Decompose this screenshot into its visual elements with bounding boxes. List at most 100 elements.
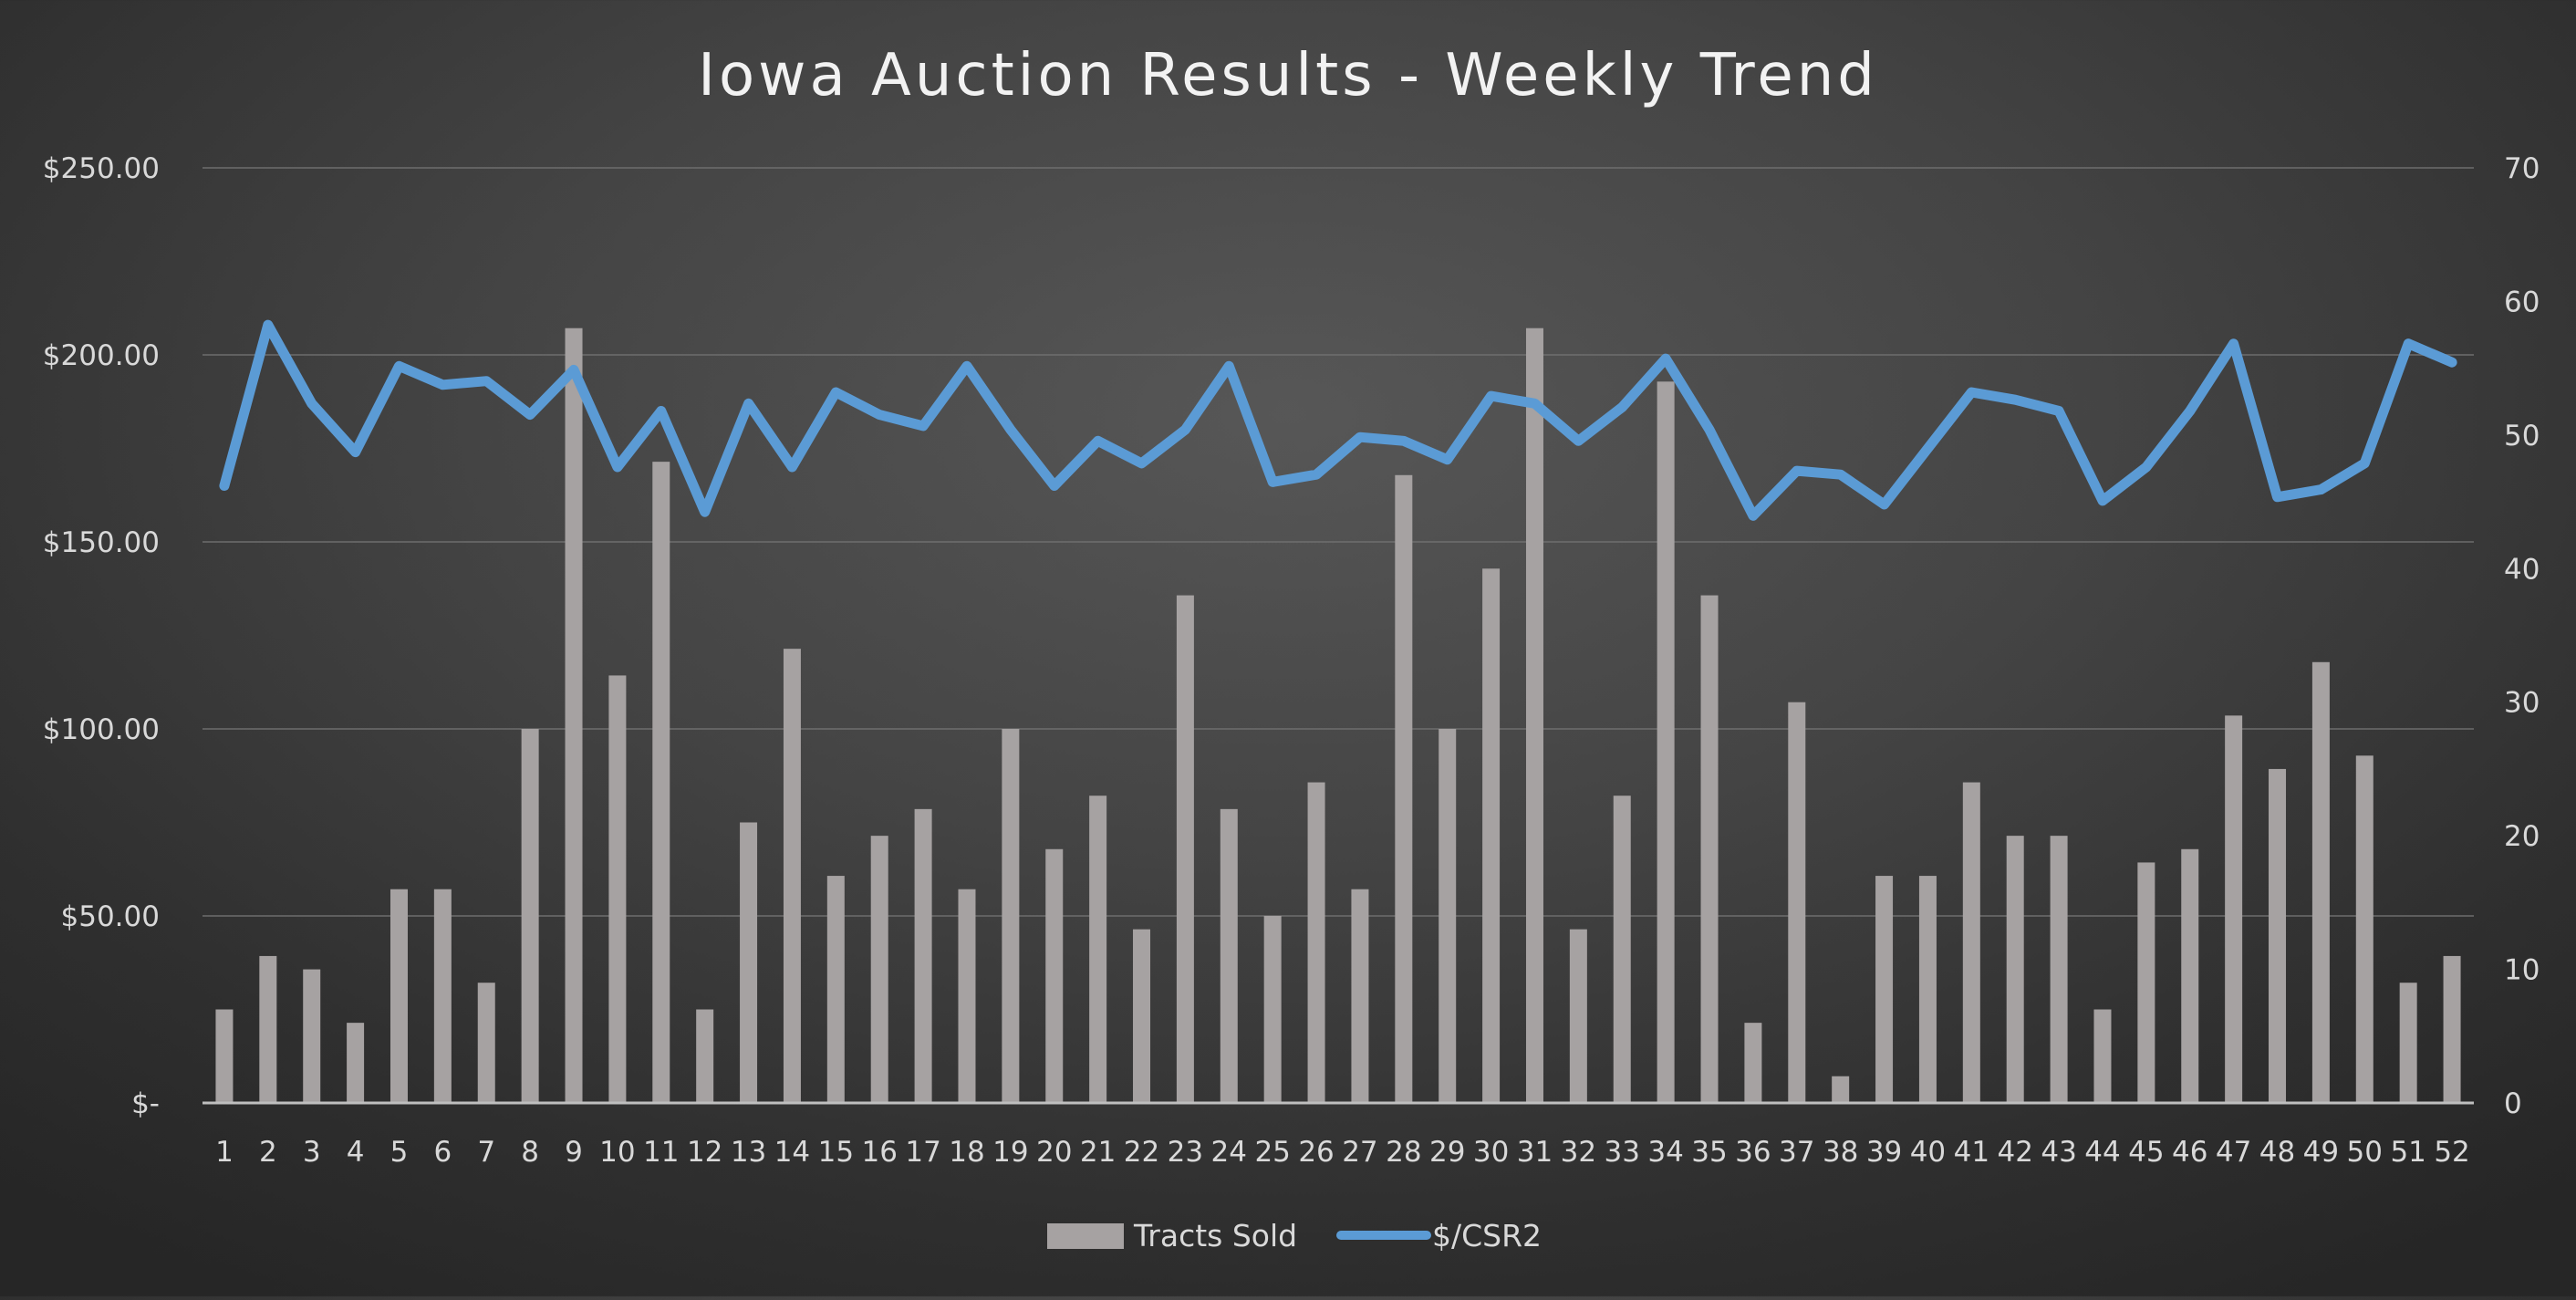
- right-tick-label: 40: [2504, 553, 2540, 586]
- x-tick-label: 43: [2041, 1136, 2076, 1169]
- x-tick-label: 6: [433, 1136, 452, 1169]
- point-csr2: [617, 466, 618, 468]
- bar-tracts-sold: [433, 889, 452, 1103]
- bar-tracts-sold: [608, 675, 627, 1103]
- point-csr2: [1141, 463, 1143, 464]
- bar-tracts-sold: [1657, 381, 1675, 1103]
- x-tick-label: 13: [731, 1136, 766, 1169]
- point-csr2: [1315, 473, 1317, 475]
- left-axis-ticks: $- $50.00 $100.00 $150.00 $200.00 $250.00: [43, 152, 160, 1120]
- point-csr2: [966, 365, 968, 367]
- series-line-csr2: [219, 319, 2457, 521]
- bar-tracts-sold: [1307, 782, 1325, 1103]
- bar-tracts-sold: [2355, 755, 2373, 1103]
- right-tick-label: 0: [2504, 1087, 2522, 1120]
- chart-title: Iowa Auction Results - Weekly Trend: [698, 42, 1878, 109]
- x-tick-label: 50: [2347, 1136, 2383, 1169]
- right-tick-label: 10: [2504, 954, 2540, 987]
- point-csr2: [1272, 481, 1273, 483]
- bar-tracts-sold: [1875, 876, 1894, 1103]
- bar-tracts-sold: [652, 462, 670, 1104]
- point-csr2: [2014, 399, 2016, 400]
- bar-tracts-sold: [1439, 729, 1457, 1103]
- x-tick-label: 12: [687, 1136, 722, 1169]
- bar-series-tracts-sold: [215, 328, 2461, 1104]
- x-tick-label: 15: [818, 1136, 854, 1169]
- x-tick-label: 9: [565, 1136, 583, 1169]
- line-series-csr2: [219, 319, 2457, 521]
- point-csr2: [1621, 406, 1623, 408]
- x-tick-label: 35: [1691, 1136, 1727, 1169]
- x-tick-label: 40: [1910, 1136, 1946, 1169]
- point-csr2: [1533, 402, 1535, 404]
- x-tick-label: 28: [1386, 1136, 1421, 1169]
- point-csr2: [2102, 500, 2103, 502]
- x-tick-label: 44: [2084, 1136, 2120, 1169]
- point-csr2: [791, 466, 793, 468]
- x-tick-label: 26: [1298, 1136, 1334, 1169]
- x-tick-label: 14: [774, 1136, 810, 1169]
- x-tick-label: 19: [992, 1136, 1028, 1169]
- bar-tracts-sold: [870, 836, 888, 1103]
- x-tick-label: 36: [1735, 1136, 1771, 1169]
- point-csr2: [1184, 429, 1186, 431]
- x-tick-label: 2: [259, 1136, 277, 1169]
- bar-tracts-sold: [1482, 568, 1501, 1103]
- bar-tracts-sold: [565, 328, 583, 1103]
- bar-tracts-sold: [1351, 889, 1369, 1103]
- x-tick-label: 8: [521, 1136, 539, 1169]
- left-tick-label: $50.00: [61, 900, 160, 933]
- x-tick-label: 7: [477, 1136, 495, 1169]
- bar-tracts-sold: [2269, 768, 2287, 1103]
- point-csr2: [2320, 489, 2322, 491]
- bar-tracts-sold: [1832, 1076, 1850, 1103]
- x-tick-label: 51: [2390, 1136, 2425, 1169]
- bar-tracts-sold: [1788, 702, 1806, 1103]
- x-tick-label: 20: [1036, 1136, 1072, 1169]
- point-csr2: [1884, 504, 1885, 505]
- point-csr2: [1403, 440, 1405, 442]
- point-csr2: [1054, 485, 1055, 487]
- left-tick-label: $100.00: [43, 713, 160, 746]
- x-tick-label: 3: [303, 1136, 321, 1169]
- point-csr2: [398, 365, 400, 367]
- x-tick-label: 41: [1954, 1136, 1989, 1169]
- x-tick-label: 21: [1080, 1136, 1116, 1169]
- point-csr2: [267, 324, 269, 326]
- x-tick-label: 38: [1823, 1136, 1858, 1169]
- x-tick-label: 31: [1517, 1136, 1553, 1169]
- bar-tracts-sold: [2050, 836, 2068, 1103]
- point-csr2: [2451, 361, 2453, 363]
- left-tick-label: $200.00: [43, 339, 160, 372]
- bar-tracts-sold: [1220, 808, 1238, 1103]
- right-tick-label: 60: [2504, 286, 2540, 318]
- bar-tracts-sold: [1002, 729, 1020, 1103]
- point-csr2: [2189, 411, 2191, 412]
- point-csr2: [1491, 395, 1492, 397]
- bar-tracts-sold: [347, 1023, 365, 1103]
- x-tick-label: 52: [2434, 1136, 2469, 1169]
- x-tick-label: 29: [1429, 1136, 1465, 1169]
- x-tick-label: 45: [2128, 1136, 2164, 1169]
- point-csr2: [355, 452, 357, 453]
- point-csr2: [441, 384, 443, 386]
- left-tick-label: $250.00: [43, 152, 160, 185]
- point-csr2: [1796, 470, 1798, 472]
- bar-tracts-sold: [826, 876, 845, 1103]
- x-tick-label: 10: [599, 1136, 635, 1169]
- x-tick-label: 1: [215, 1136, 234, 1169]
- x-tick-label: 27: [1342, 1136, 1377, 1169]
- bar-tracts-sold: [259, 955, 277, 1103]
- x-axis-ticks: 1 2 3 4 5 6 7 8 9 10 11 12 13 14 15 16 17 18 19 20 21 22 23 24 2…: [215, 1136, 2470, 1169]
- x-tick-label: 4: [347, 1136, 365, 1169]
- point-csr2: [1447, 459, 1449, 461]
- bar-tracts-sold: [2225, 715, 2243, 1103]
- bar-tracts-sold: [1613, 796, 1631, 1103]
- bar-tracts-sold: [2093, 1009, 2112, 1103]
- bar-tracts-sold: [2399, 983, 2417, 1103]
- x-tick-label: 22: [1124, 1136, 1159, 1169]
- point-csr2: [223, 485, 225, 487]
- x-tick-label: 48: [2259, 1136, 2295, 1169]
- point-csr2: [311, 402, 313, 404]
- bar-tracts-sold: [1263, 916, 1282, 1103]
